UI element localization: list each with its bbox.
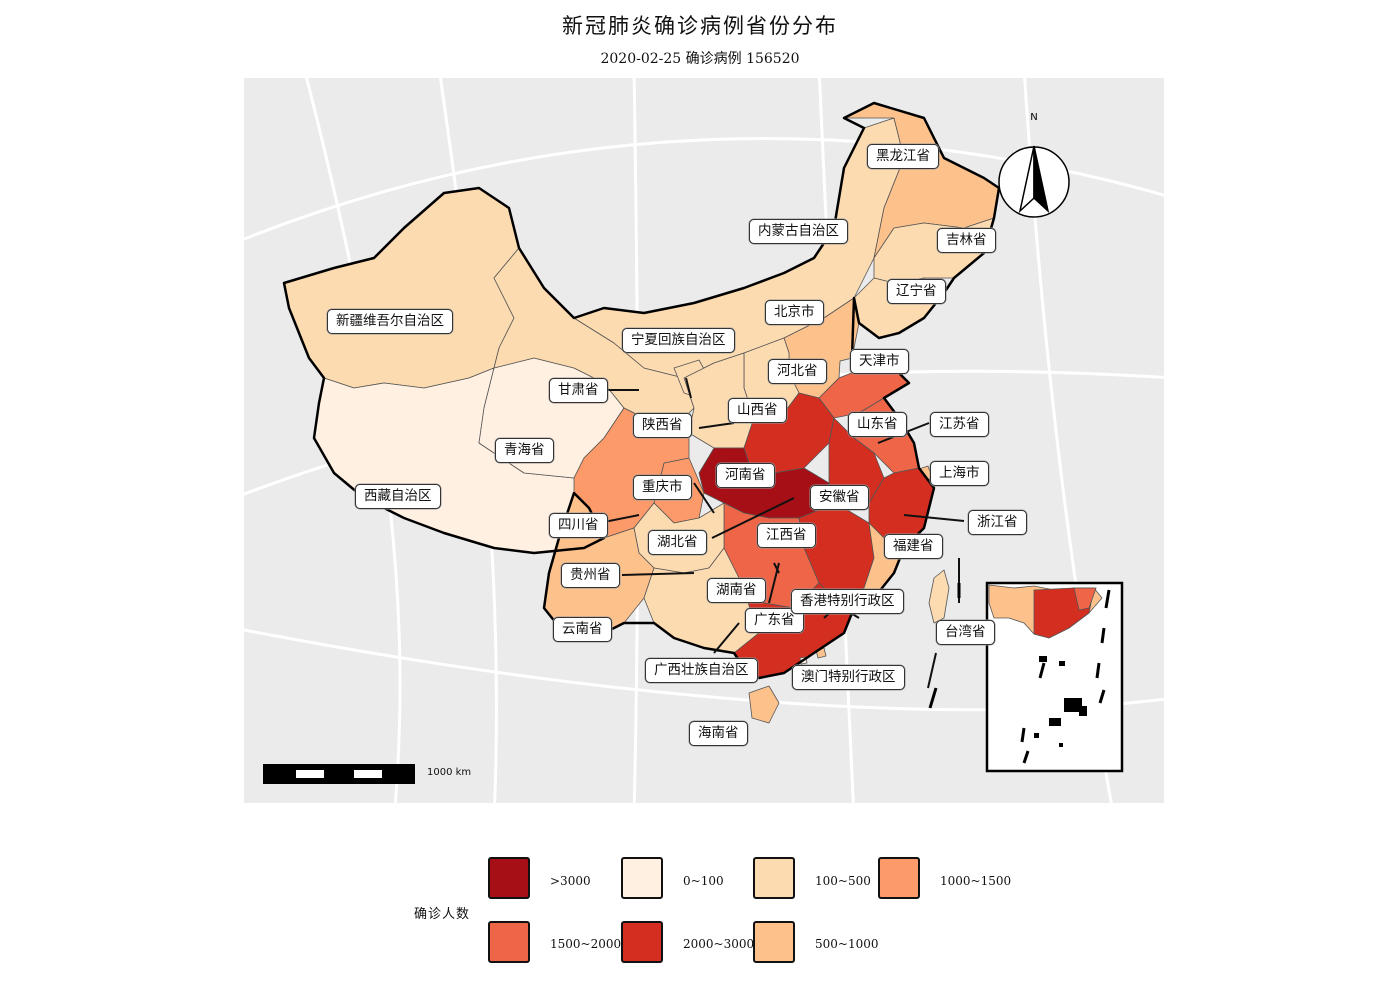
legend-swatch-1000-1500 xyxy=(878,857,920,899)
label-heilongjiang: 黑龙江省 xyxy=(867,144,939,169)
national-border xyxy=(282,101,1001,680)
sea-boundary-dashes xyxy=(928,583,961,709)
label-tibet: 西藏自治区 xyxy=(355,484,441,509)
label-hubei: 湖北省 xyxy=(648,530,707,555)
south-china-sea-inset xyxy=(985,581,1124,773)
legend-label-1500-2000: 1500~2000 xyxy=(550,937,622,951)
label-hainan: 海南省 xyxy=(689,721,748,746)
label-yunnan: 云南省 xyxy=(553,617,612,642)
label-hunan: 湖南省 xyxy=(707,578,766,603)
province-xinjiang xyxy=(283,187,520,389)
legend-label-100-500: 100~500 xyxy=(815,874,871,888)
china-map: N xyxy=(244,78,1164,803)
province-hainan xyxy=(748,685,780,724)
north-label: N xyxy=(1030,112,1037,123)
label-tianjin: 天津市 xyxy=(850,349,909,374)
label-ningxia: 宁夏回族自治区 xyxy=(622,328,735,353)
legend-swatch-2000-3000 xyxy=(621,921,663,963)
label-anhui: 安徽省 xyxy=(810,485,869,510)
label-shandong: 山东省 xyxy=(848,412,907,437)
label-gansu: 甘肃省 xyxy=(549,378,608,403)
label-chongqing: 重庆市 xyxy=(633,475,692,500)
label-hongkong: 香港特别行政区 xyxy=(791,589,904,614)
label-sichuan: 四川省 xyxy=(549,513,608,538)
legend-label-gt3000: >3000 xyxy=(550,874,591,888)
label-jiangsu: 江苏省 xyxy=(930,412,989,437)
label-shanxi: 山西省 xyxy=(728,398,787,423)
legend-title: 确诊人数 xyxy=(414,907,471,922)
scale-bar-label: 1000 km xyxy=(427,767,472,778)
label-guizhou: 贵州省 xyxy=(561,563,620,588)
label-liaoning: 辽宁省 xyxy=(887,279,946,304)
label-shaanxi: 陕西省 xyxy=(633,413,692,438)
map-title: 新冠肺炎确诊病例省份分布 xyxy=(562,14,838,38)
label-guangxi: 广西壮族自治区 xyxy=(645,658,758,683)
scale-bar xyxy=(263,764,415,784)
label-jilin: 吉林省 xyxy=(937,228,996,253)
legend-swatch-0-100 xyxy=(621,857,663,899)
map-panel: N 黑龙江省 吉林省 辽宁省 内蒙古自治区 北京市 天津市 河北省 山西省 山东… xyxy=(244,78,1164,803)
label-henan: 河南省 xyxy=(716,463,775,488)
legend-label-0-100: 0~100 xyxy=(683,874,724,888)
legend-swatch-1500-2000 xyxy=(488,921,530,963)
label-fujian: 福建省 xyxy=(884,534,943,559)
north-arrow-icon xyxy=(998,145,1070,218)
legend-swatch-gt3000 xyxy=(488,857,530,899)
legend-label-2000-3000: 2000~3000 xyxy=(683,937,755,951)
province-taiwan xyxy=(928,569,950,624)
label-beijing: 北京市 xyxy=(765,300,824,325)
legend-swatch-500-1000 xyxy=(753,921,795,963)
label-qinghai: 青海省 xyxy=(495,438,554,463)
label-xinjiang: 新疆维吾尔自治区 xyxy=(327,309,453,334)
label-shanghai: 上海市 xyxy=(930,461,989,486)
label-taiwan: 台湾省 xyxy=(936,620,995,645)
label-hebei: 河北省 xyxy=(768,359,827,384)
label-zhejiang: 浙江省 xyxy=(968,510,1027,535)
label-inner-mongolia: 内蒙古自治区 xyxy=(749,219,848,244)
legend-label-500-1000: 500~1000 xyxy=(815,937,879,951)
map-subtitle: 2020-02-25 确诊病例 156520 xyxy=(600,51,800,67)
label-macau: 澳门特别行政区 xyxy=(792,665,905,690)
legend-label-1000-1500: 1000~1500 xyxy=(940,874,1012,888)
label-jiangxi: 江西省 xyxy=(757,523,816,548)
legend-swatch-100-500 xyxy=(753,857,795,899)
